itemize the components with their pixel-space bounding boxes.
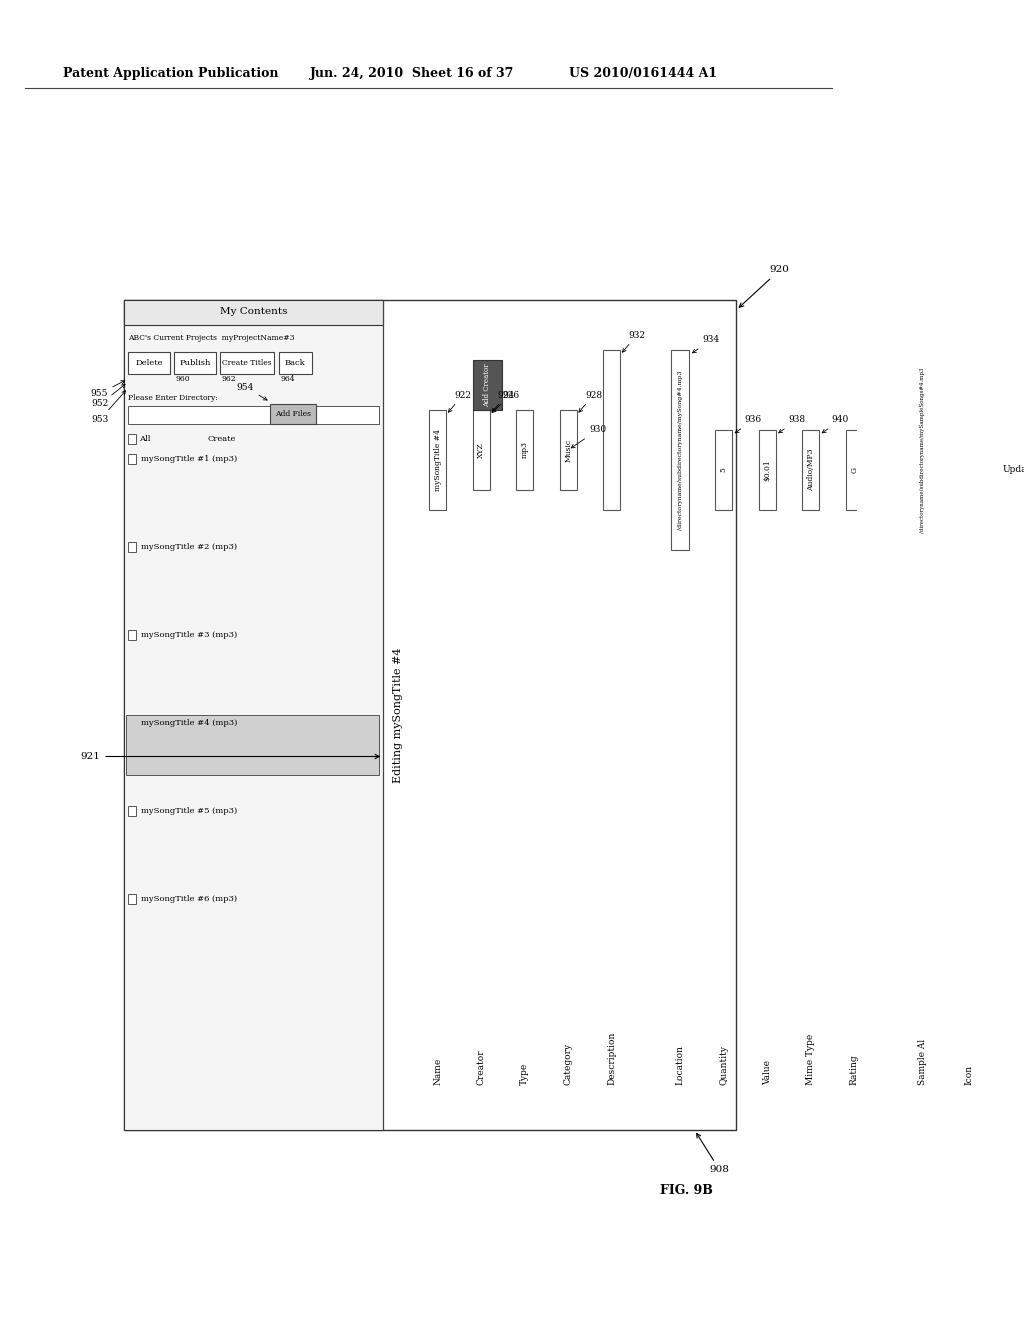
- Bar: [124, 300, 736, 1130]
- Text: 924: 924: [492, 391, 515, 412]
- Bar: [473, 411, 489, 490]
- Text: G: G: [850, 467, 858, 473]
- Bar: [998, 455, 1024, 483]
- Text: US 2010/0161444 A1: US 2010/0161444 A1: [569, 66, 717, 79]
- Text: Rating: Rating: [850, 1055, 859, 1085]
- Bar: [846, 430, 862, 510]
- Text: 955: 955: [90, 380, 125, 399]
- Text: Audio/MP3: Audio/MP3: [807, 449, 815, 491]
- Text: Add Files: Add Files: [274, 411, 311, 418]
- Text: 954: 954: [237, 383, 267, 400]
- Bar: [128, 543, 136, 552]
- Text: mySongTitle #5 (mp3): mySongTitle #5 (mp3): [140, 807, 237, 814]
- Text: Patent Application Publication: Patent Application Publication: [62, 66, 279, 79]
- Text: Sample Al: Sample Al: [919, 1039, 928, 1085]
- Text: 922: 922: [449, 391, 471, 412]
- Text: mySongTitle #2 (mp3): mySongTitle #2 (mp3): [140, 543, 237, 550]
- Text: 928: 928: [579, 391, 602, 412]
- Text: mySongTitle #3 (mp3): mySongTitle #3 (mp3): [140, 631, 237, 639]
- Text: Name: Name: [433, 1057, 442, 1085]
- Text: 934: 934: [692, 335, 719, 352]
- Bar: [128, 807, 136, 816]
- Bar: [944, 411, 994, 540]
- Text: Creator: Creator: [476, 1049, 485, 1085]
- Text: $0.01: $0.01: [763, 459, 771, 480]
- Text: Quantity: Quantity: [719, 1045, 728, 1085]
- Text: 940: 940: [822, 416, 849, 433]
- Bar: [124, 300, 383, 1130]
- Bar: [603, 350, 621, 510]
- Text: Create Titles: Create Titles: [222, 359, 271, 367]
- Bar: [429, 411, 446, 510]
- Text: FIG. 9B: FIG. 9B: [659, 1184, 713, 1196]
- Text: Editing mySongTitle #4: Editing mySongTitle #4: [393, 647, 403, 783]
- Bar: [128, 454, 136, 465]
- Bar: [128, 407, 379, 424]
- Text: Mime Type: Mime Type: [806, 1034, 815, 1085]
- Text: Jun. 24, 2010  Sheet 16 of 37: Jun. 24, 2010 Sheet 16 of 37: [309, 66, 514, 79]
- Bar: [279, 352, 312, 374]
- Text: 960: 960: [176, 375, 190, 383]
- Text: My Contents: My Contents: [220, 308, 288, 317]
- Text: Update: Update: [1002, 465, 1024, 474]
- Text: 962: 962: [222, 375, 237, 383]
- Bar: [759, 430, 775, 510]
- Text: 964: 964: [281, 375, 295, 383]
- Bar: [270, 404, 316, 424]
- Bar: [516, 411, 534, 490]
- Text: 5: 5: [720, 467, 728, 473]
- Text: mySongTitle #4: mySongTitle #4: [433, 429, 441, 491]
- Bar: [128, 718, 136, 729]
- Bar: [174, 352, 216, 374]
- Text: 952: 952: [92, 384, 125, 408]
- Bar: [126, 715, 379, 775]
- Text: Back: Back: [285, 359, 306, 367]
- Text: Delete: Delete: [135, 359, 163, 367]
- Bar: [473, 360, 502, 411]
- Text: mp3: mp3: [520, 441, 528, 458]
- Bar: [803, 430, 819, 510]
- Text: ABC's Current Projects  myProjectName#3: ABC's Current Projects myProjectName#3: [128, 334, 295, 342]
- Text: Music: Music: [564, 438, 572, 462]
- Bar: [560, 411, 577, 490]
- Text: 930: 930: [571, 425, 606, 447]
- Text: Icon: Icon: [965, 1065, 974, 1085]
- Text: Category: Category: [563, 1043, 572, 1085]
- Bar: [913, 350, 932, 550]
- Text: 932: 932: [623, 330, 645, 352]
- Text: 953: 953: [92, 391, 126, 424]
- Text: Create: Create: [208, 436, 236, 444]
- Text: 936: 936: [735, 416, 762, 433]
- Text: Location: Location: [676, 1045, 685, 1085]
- Bar: [128, 630, 136, 640]
- Text: 920: 920: [739, 265, 790, 308]
- Text: /directoryname/subdirectoryname/mySampleSongs#4.mp3: /directoryname/subdirectoryname/mySample…: [921, 367, 926, 533]
- Text: Publish: Publish: [179, 359, 211, 367]
- Text: /directoryname/subdirectoryname/mySong#4.mp3: /directoryname/subdirectoryname/mySong#4…: [678, 370, 683, 529]
- Bar: [124, 300, 383, 325]
- Text: 908: 908: [696, 1134, 729, 1175]
- Bar: [128, 894, 136, 904]
- Text: mySongTitle #1 (mp3): mySongTitle #1 (mp3): [140, 455, 237, 463]
- Bar: [671, 350, 689, 550]
- Bar: [716, 430, 732, 510]
- Text: 921: 921: [81, 752, 379, 762]
- Text: 938: 938: [778, 416, 805, 433]
- Bar: [220, 352, 274, 374]
- Text: Add Creator: Add Creator: [483, 363, 490, 407]
- Text: Type: Type: [520, 1063, 529, 1085]
- Text: Description: Description: [607, 1032, 616, 1085]
- Text: XYZ: XYZ: [477, 442, 485, 458]
- Text: Please Enter Directory:: Please Enter Directory:: [128, 393, 218, 403]
- Text: 926: 926: [493, 391, 519, 412]
- Text: Value: Value: [763, 1060, 772, 1085]
- Bar: [128, 352, 170, 374]
- Text: mySongTitle #4 (mp3): mySongTitle #4 (mp3): [140, 719, 237, 727]
- Text: All: All: [139, 436, 151, 444]
- Bar: [128, 434, 136, 444]
- Text: mySongTitle #6 (mp3): mySongTitle #6 (mp3): [140, 895, 237, 903]
